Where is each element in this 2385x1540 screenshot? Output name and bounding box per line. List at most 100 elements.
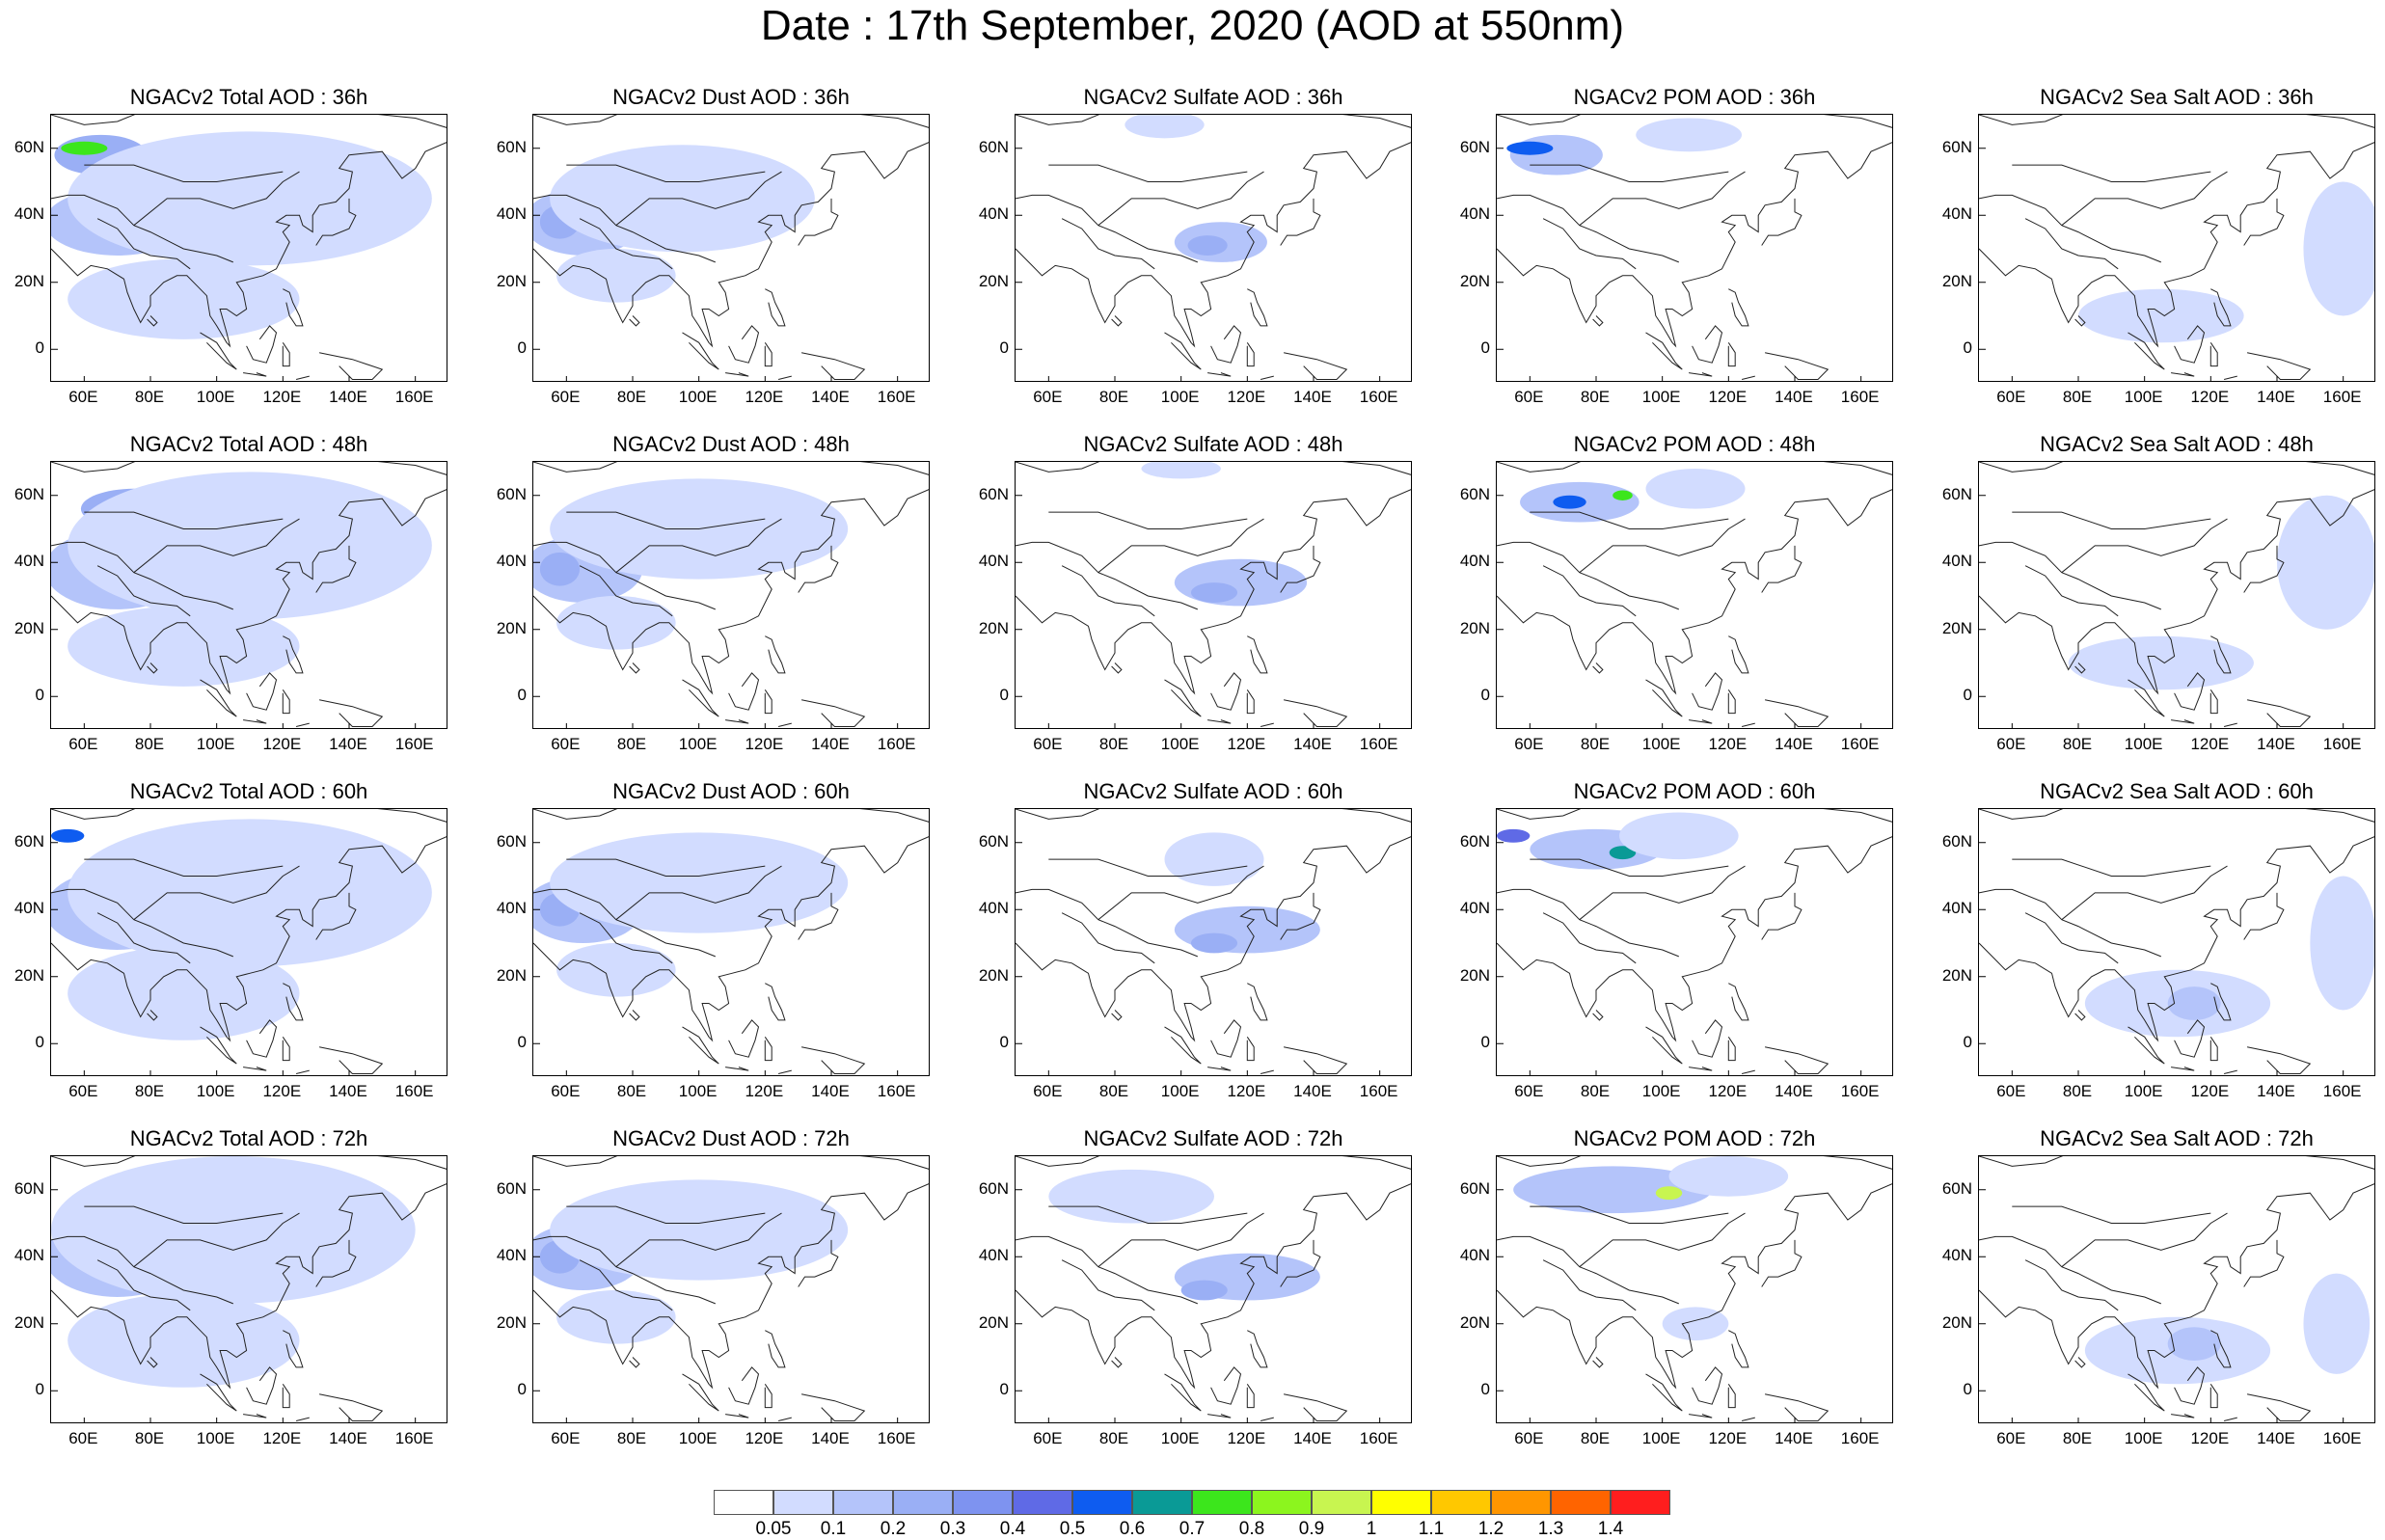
coastline bbox=[1727, 1037, 1736, 1062]
y-tick-label: 20N bbox=[1459, 271, 1490, 290]
coastline bbox=[2209, 1037, 2218, 1062]
coastline bbox=[2128, 1373, 2165, 1412]
coastline bbox=[1645, 1026, 1683, 1065]
aod-map-svg bbox=[533, 809, 929, 1075]
coastline bbox=[777, 1069, 792, 1074]
coastline bbox=[566, 1205, 766, 1224]
coastline bbox=[96, 1259, 191, 1311]
coastline bbox=[1280, 1239, 1321, 1287]
x-tick-label: 100E bbox=[196, 388, 235, 406]
x-tick-label: 140E bbox=[2257, 1082, 2295, 1100]
coastline bbox=[798, 892, 839, 940]
x-tick-label: 160E bbox=[2322, 1082, 2362, 1100]
map-panel-dust-row-2 bbox=[532, 461, 930, 729]
coastline bbox=[243, 719, 267, 724]
x-tick-label: 120E bbox=[745, 1082, 784, 1100]
coastline bbox=[147, 662, 158, 674]
x-tick-label: 100E bbox=[1160, 735, 1200, 753]
y-tick-label: 60N bbox=[14, 1178, 44, 1198]
panel-title-pom-row-1: NGACv2 POM AOD : 36h bbox=[1573, 85, 1816, 109]
y-tick-label: 60N bbox=[978, 137, 1009, 156]
map-panel-sulfate-row-3 bbox=[1015, 808, 1412, 1076]
coastline bbox=[282, 1384, 290, 1409]
coastline bbox=[243, 1414, 267, 1418]
aod-plume bbox=[1645, 468, 1746, 509]
coastline bbox=[246, 1019, 278, 1058]
x-tick-label: 120E bbox=[1227, 735, 1266, 753]
y-tick-label: 40N bbox=[978, 204, 1009, 224]
coastline bbox=[533, 142, 929, 348]
y-tick-label: 20N bbox=[1459, 618, 1490, 637]
y-tick-label: 60N bbox=[14, 484, 44, 503]
coastline bbox=[1692, 1019, 1723, 1058]
x-tick-label: 120E bbox=[1708, 388, 1748, 406]
map-panel-sea-salt-row-3 bbox=[1978, 808, 2375, 1076]
coastline bbox=[566, 858, 766, 877]
coastline bbox=[84, 511, 284, 529]
coastline bbox=[295, 375, 310, 380]
x-tick-label: 140E bbox=[329, 1082, 367, 1100]
x-tick-label: 160E bbox=[394, 1429, 434, 1447]
coastline bbox=[319, 1393, 384, 1421]
coastline bbox=[777, 1417, 792, 1421]
coastline bbox=[533, 462, 929, 475]
x-tick-label: 80E bbox=[2062, 1082, 2093, 1100]
coastline bbox=[2223, 1069, 2237, 1074]
coastline bbox=[1207, 1414, 1232, 1418]
coastline bbox=[1542, 218, 1637, 270]
colorbar-label: 0.3 bbox=[939, 1519, 966, 1539]
coastline bbox=[1016, 836, 1411, 1042]
coastline bbox=[801, 352, 866, 380]
x-tick-label: 100E bbox=[196, 735, 235, 753]
panel-title-sulfate-row-3: NGACv2 Sulfate AOD : 60h bbox=[1083, 779, 1343, 803]
aod-map-svg bbox=[51, 462, 447, 728]
coastline bbox=[51, 115, 447, 128]
coastline bbox=[2210, 1330, 2232, 1368]
coastline bbox=[295, 722, 310, 727]
coastline bbox=[2074, 662, 2086, 674]
coastline bbox=[1048, 1205, 1248, 1224]
coastline bbox=[1761, 198, 1802, 246]
map-panel-total-row-3 bbox=[50, 808, 447, 1076]
x-tick-label: 80E bbox=[134, 1429, 165, 1447]
map-panel-dust-row-4 bbox=[532, 1155, 930, 1423]
coastline bbox=[2174, 672, 2206, 711]
coastline bbox=[51, 888, 233, 958]
coastline bbox=[2174, 1366, 2206, 1405]
coastline bbox=[1497, 142, 1892, 348]
coastline bbox=[1979, 142, 2374, 348]
coastline bbox=[2243, 545, 2285, 593]
x-tick-label: 160E bbox=[2322, 1429, 2362, 1447]
x-tick-label: 100E bbox=[1160, 1082, 1200, 1100]
coastline bbox=[725, 719, 749, 724]
x-tick-label: 60E bbox=[1514, 388, 1544, 406]
coastline bbox=[533, 115, 929, 128]
coastline bbox=[200, 679, 237, 717]
coastline bbox=[51, 1156, 447, 1170]
coastline bbox=[764, 1037, 772, 1062]
x-tick-label: 60E bbox=[1033, 735, 1063, 753]
coastline bbox=[1979, 836, 2374, 1042]
aod-map-svg bbox=[1497, 115, 1892, 381]
aod-map-svg bbox=[1979, 462, 2374, 728]
coastline bbox=[295, 1417, 310, 1421]
coastline bbox=[1645, 679, 1683, 717]
y-tick-label: 40N bbox=[14, 204, 44, 224]
x-tick-label: 80E bbox=[1580, 735, 1611, 753]
coastline bbox=[1164, 679, 1202, 717]
colorbar-label: 0.1 bbox=[820, 1519, 847, 1539]
x-tick-label: 140E bbox=[811, 388, 850, 406]
aod-plume bbox=[2167, 1327, 2221, 1361]
x-tick-label: 60E bbox=[1996, 735, 2026, 753]
coastline bbox=[2012, 858, 2211, 877]
x-tick-label: 140E bbox=[2257, 388, 2295, 406]
coastline bbox=[2128, 679, 2165, 717]
y-tick-label: 40N bbox=[1941, 1246, 1972, 1265]
panel-title-sulfate-row-4: NGACv2 Sulfate AOD : 72h bbox=[1083, 1126, 1343, 1150]
y-tick-label: 0 bbox=[1480, 686, 1490, 705]
x-tick-label: 120E bbox=[2190, 1082, 2230, 1100]
coastline bbox=[1284, 699, 1348, 727]
coastline bbox=[243, 1067, 267, 1071]
coastline bbox=[615, 865, 782, 921]
x-tick-label: 140E bbox=[1293, 735, 1332, 753]
